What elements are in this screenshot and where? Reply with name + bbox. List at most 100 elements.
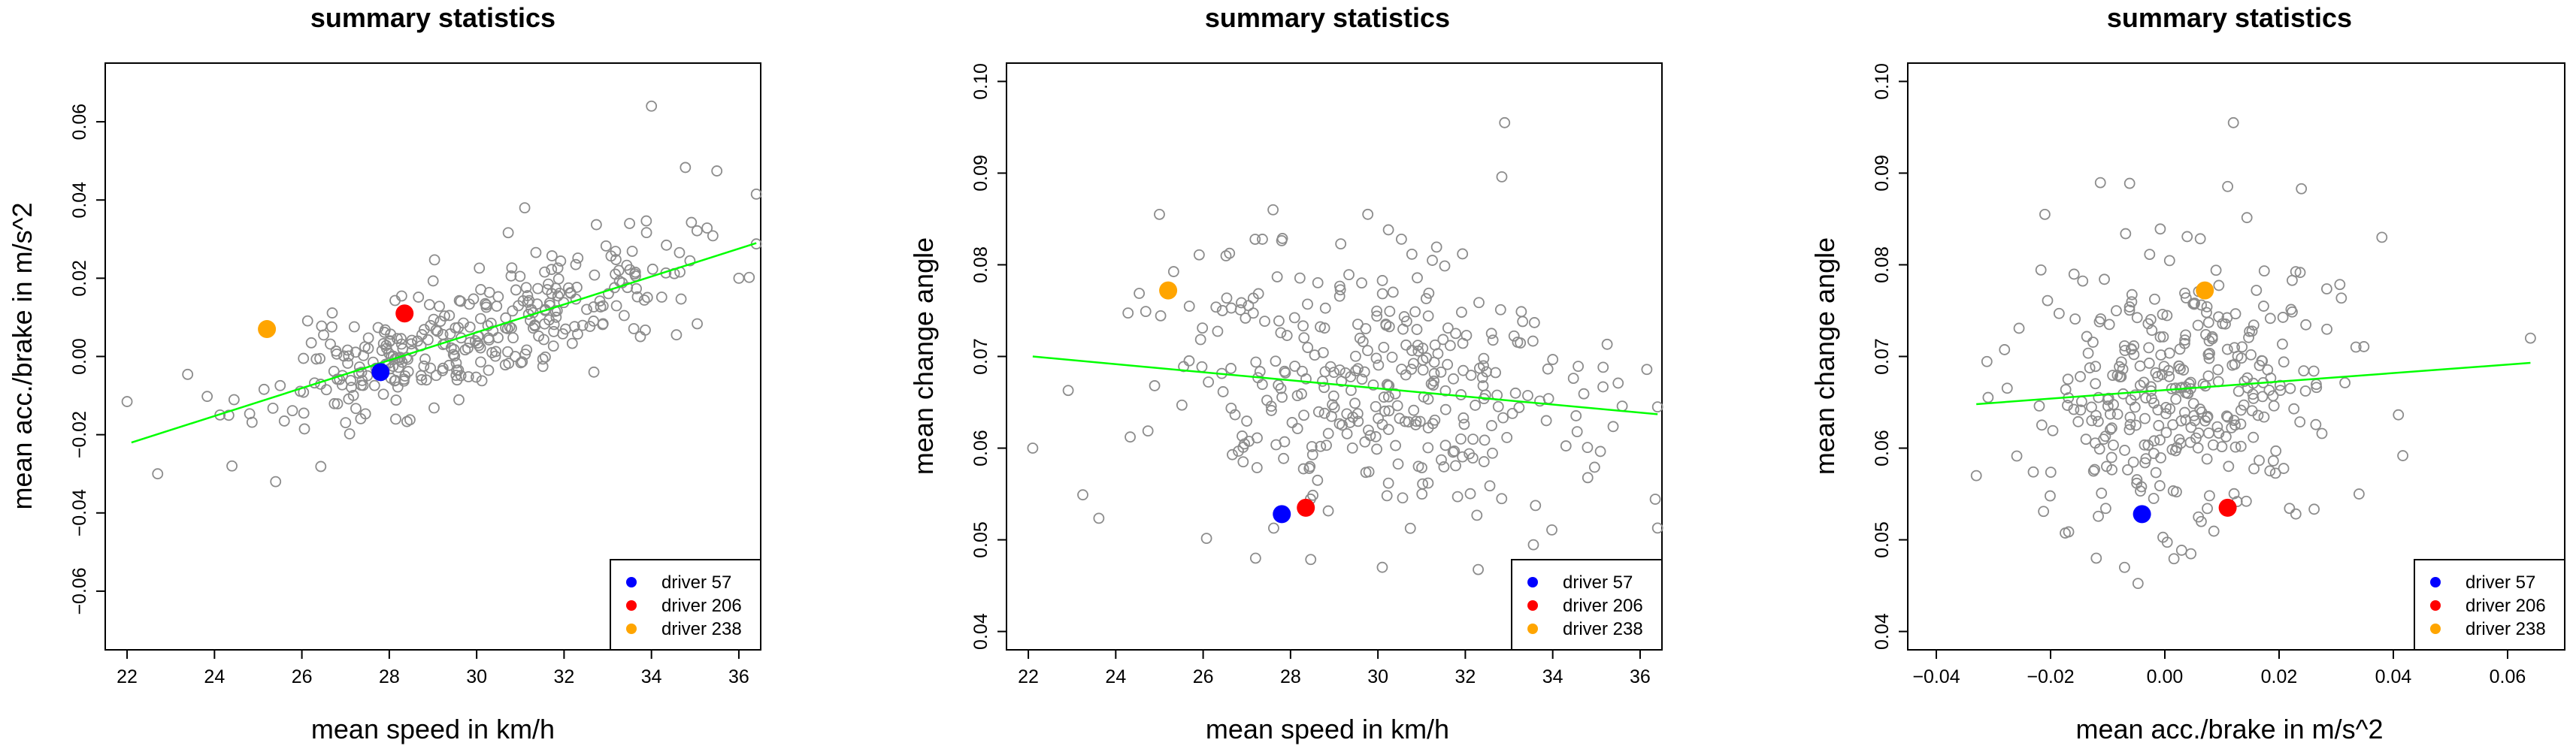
- data-point: [1573, 361, 1585, 373]
- data-point: [543, 297, 555, 309]
- data-point: [515, 357, 527, 369]
- data-point: [2240, 495, 2252, 507]
- data-point: [1371, 305, 1383, 317]
- data-point: [2140, 453, 2152, 465]
- data-point: [594, 295, 606, 307]
- data-point: [1093, 512, 1105, 524]
- data-point: [2192, 442, 2204, 454]
- data-point: [1999, 344, 2011, 355]
- data-point: [1276, 233, 1288, 244]
- data-point: [546, 264, 558, 276]
- data-point: [1203, 376, 1215, 388]
- data-point: [552, 290, 564, 302]
- data-point: [425, 362, 437, 374]
- y-tick-label: 0.04: [970, 613, 991, 650]
- data-point: [1339, 367, 1352, 379]
- legend-label-driver-57: driver 57: [1563, 572, 1633, 593]
- data-point: [377, 337, 389, 349]
- data-point: [405, 338, 417, 350]
- chart-title: summary statistics: [1205, 2, 1450, 33]
- data-point: [2178, 337, 2190, 349]
- data-point: [733, 272, 745, 284]
- x-tick-label: 32: [553, 666, 574, 687]
- data-point: [1322, 427, 1334, 439]
- data-point: [1448, 445, 1461, 457]
- data-point: [1392, 458, 1404, 470]
- data-point: [2096, 488, 2108, 499]
- data-point: [389, 294, 401, 307]
- data-point: [1607, 421, 1619, 433]
- data-point: [1297, 463, 1309, 475]
- data-point: [1306, 448, 1318, 461]
- data-point: [398, 375, 410, 387]
- data-point: [2257, 355, 2269, 367]
- data-point: [1275, 327, 1287, 339]
- data-point: [1378, 341, 1390, 353]
- data-point: [2235, 352, 2248, 364]
- x-tick-label: 0.00: [2147, 666, 2184, 687]
- legend-label-driver-206: driver 206: [661, 596, 742, 616]
- data-point: [1447, 446, 1459, 458]
- data-point: [2090, 378, 2102, 390]
- data-point: [1193, 249, 1205, 261]
- data-point: [2288, 403, 2300, 415]
- x-axis-label: mean speed in km/h: [1206, 714, 1449, 744]
- data-point: [2075, 404, 2087, 416]
- data-point: [674, 246, 686, 258]
- data-point: [2180, 329, 2192, 341]
- data-point: [447, 349, 459, 361]
- y-axis-label: mean change angle: [1809, 237, 1840, 475]
- y-tick-label: 0.08: [970, 246, 991, 283]
- data-point: [588, 366, 600, 378]
- data-point: [1400, 339, 1412, 351]
- x-tick-label: −0.04: [1912, 666, 1960, 687]
- data-point: [359, 341, 371, 353]
- data-point: [2099, 273, 2110, 285]
- data-point: [2143, 358, 2155, 369]
- data-point: [2089, 464, 2101, 476]
- data-point: [1367, 379, 1379, 391]
- legend-marker-driver-238: [1527, 624, 1538, 634]
- data-point: [1651, 401, 1663, 413]
- data-point: [1315, 440, 1327, 452]
- data-point: [1457, 451, 1469, 463]
- y-axis-label: mean acc./brake in m/s^2: [7, 202, 38, 509]
- data-point: [1237, 442, 1249, 453]
- x-tick-label: 0.06: [2490, 666, 2526, 687]
- data-point: [2238, 376, 2251, 388]
- data-point: [2221, 343, 2233, 355]
- data-point: [1414, 415, 1426, 427]
- data-point: [1457, 248, 1469, 260]
- data-point: [2353, 488, 2365, 500]
- data-point: [2157, 531, 2169, 543]
- data-point: [743, 271, 755, 283]
- data-point: [1616, 400, 1628, 412]
- data-point: [2111, 305, 2122, 317]
- data-point: [1416, 462, 1427, 474]
- data-point: [2235, 440, 2247, 452]
- data-point: [2171, 442, 2183, 454]
- data-point: [2226, 359, 2238, 371]
- y-tick-label: 0.09: [1872, 155, 1893, 192]
- data-point: [2123, 304, 2136, 316]
- data-point: [547, 340, 559, 352]
- data-point: [2154, 331, 2166, 343]
- data-point: [1442, 322, 1454, 334]
- highlight-driver-206: [1297, 498, 1315, 517]
- data-point: [1376, 275, 1388, 286]
- data-point: [2105, 451, 2117, 464]
- data-point: [344, 428, 356, 439]
- data-point: [2179, 406, 2190, 418]
- data-point: [2248, 431, 2260, 443]
- data-point: [1279, 367, 1291, 379]
- data-point: [2235, 418, 2247, 430]
- data-point: [1540, 415, 1552, 427]
- data-point: [2254, 455, 2265, 467]
- x-tick-label: 26: [292, 666, 313, 687]
- data-point: [2201, 453, 2213, 465]
- data-point: [2277, 312, 2289, 323]
- data-point: [1370, 430, 1382, 442]
- x-tick-label: 32: [1454, 666, 1476, 687]
- y-tick-label: 0.02: [69, 260, 90, 297]
- data-point: [2229, 441, 2242, 453]
